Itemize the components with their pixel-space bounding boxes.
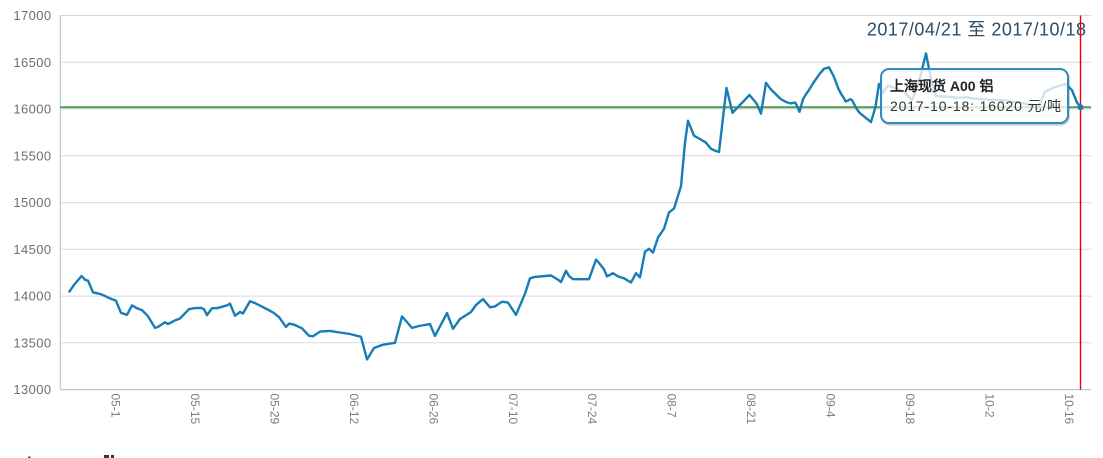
- svg-text:17000: 17000: [13, 8, 51, 23]
- svg-text:08-21: 08-21: [744, 394, 758, 425]
- svg-text:13000: 13000: [13, 382, 51, 397]
- svg-text:06-12: 06-12: [347, 394, 361, 425]
- svg-text:05-29: 05-29: [268, 394, 282, 425]
- svg-text:08-7: 08-7: [665, 394, 679, 418]
- svg-text:16500: 16500: [13, 55, 51, 70]
- svg-text:10-2: 10-2: [983, 394, 997, 418]
- svg-text:上海现货 A00 铝: 上海现货 A00 铝: [890, 78, 993, 94]
- svg-text:06-26: 06-26: [426, 394, 440, 425]
- svg-text:05-1: 05-1: [109, 394, 123, 418]
- svg-text:09-18: 09-18: [903, 394, 917, 425]
- svg-text:14500: 14500: [13, 242, 51, 257]
- svg-text:14000: 14000: [13, 289, 51, 304]
- svg-text:13500: 13500: [13, 335, 51, 350]
- svg-text:07-10: 07-10: [506, 394, 520, 425]
- svg-text:15500: 15500: [13, 148, 51, 163]
- svg-text:2017/04/21 至 2017/10/18: 2017/04/21 至 2017/10/18: [867, 20, 1087, 40]
- svg-text:2017-10-18: 16020 元/吨: 2017-10-18: 16020 元/吨: [890, 98, 1062, 114]
- svg-text:10-16: 10-16: [1062, 394, 1076, 425]
- svg-text:05-15: 05-15: [188, 394, 202, 425]
- svg-text:15000: 15000: [13, 195, 51, 210]
- svg-text:07-24: 07-24: [585, 394, 599, 425]
- svg-text:09-4: 09-4: [824, 394, 838, 418]
- svg-text:16000: 16000: [13, 102, 51, 117]
